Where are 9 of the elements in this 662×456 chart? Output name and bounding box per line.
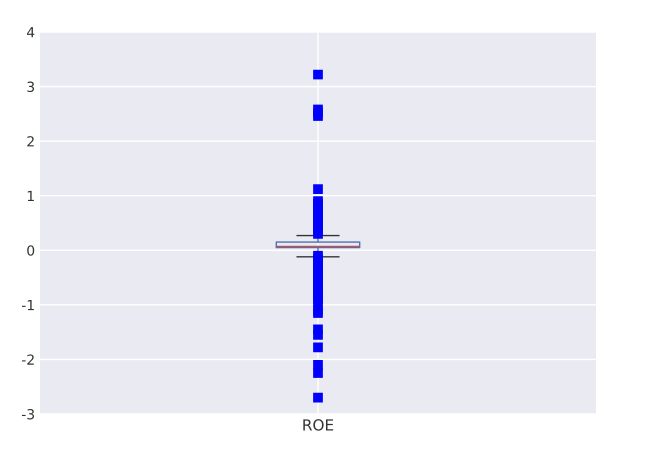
y-tick-label: -3 bbox=[22, 408, 34, 420]
y-tick-label: -2 bbox=[22, 354, 34, 365]
x-tick-label: ROE bbox=[303, 419, 334, 431]
y-tick-label: 0 bbox=[27, 245, 34, 256]
y-tick-label: 2 bbox=[27, 136, 34, 146]
y-tick-label: -1 bbox=[22, 300, 34, 310]
y-tick-label: 1 bbox=[28, 190, 34, 201]
y-tick-label: 4 bbox=[26, 27, 34, 38]
y-tick-label: 3 bbox=[27, 82, 34, 92]
